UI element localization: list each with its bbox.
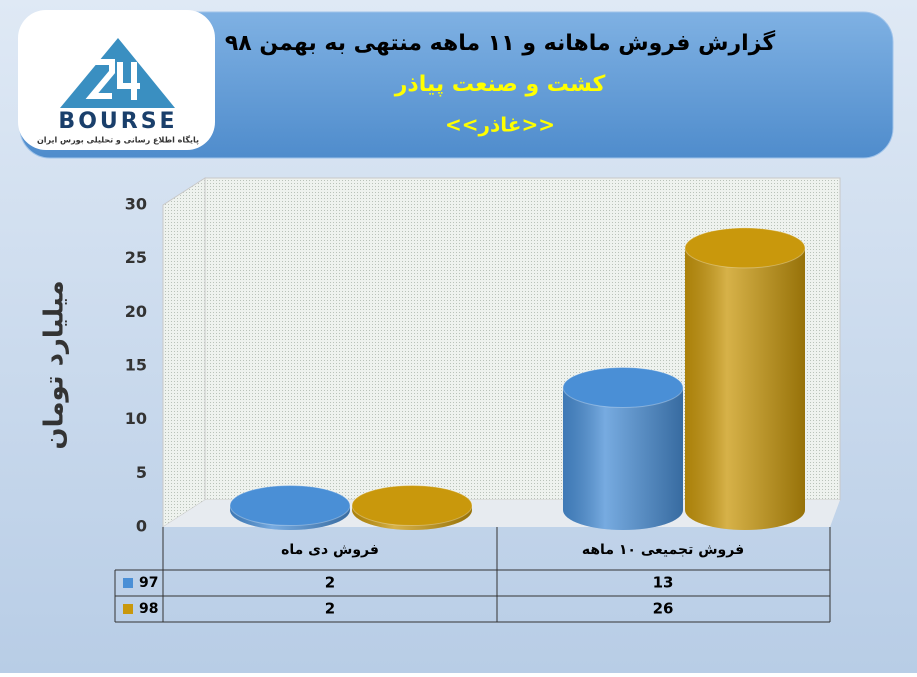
logo-text: BOURSE [58, 109, 177, 134]
bar-shade [563, 387, 683, 530]
bar-top [562, 366, 684, 408]
legend-label: 98 [139, 601, 158, 617]
bar-top [684, 227, 806, 269]
table-value: 2 [325, 600, 335, 618]
y-axis-label: میلیارد تومان [40, 280, 70, 449]
legend-swatch [123, 578, 133, 588]
chart-title: گزارش فروش ماهانه و ۱۱ ماهه منتهی به بهم… [225, 29, 775, 56]
chart-subtitle: کشت و صنعت پیاذر [394, 72, 606, 97]
bar-top [229, 485, 351, 527]
y-tick-label: 20 [125, 302, 147, 321]
table-value: 26 [653, 600, 674, 618]
y-tick-label: 10 [125, 409, 147, 428]
side-wall [162, 177, 206, 528]
legend-swatch [123, 604, 133, 614]
x-tick-label: فروش تجمیعی ۱۰ ماهه [582, 542, 744, 558]
y-tick-label: 15 [125, 356, 147, 375]
logo-tagline: پایگاه اطلاع رسانی و تحلیلی بورس ایران [37, 135, 199, 146]
table-value: 13 [653, 574, 674, 592]
y-tick-label: 30 [125, 195, 147, 214]
y-tick-label: 0 [136, 517, 147, 536]
y-tick-label: 25 [125, 248, 147, 267]
logo-24 [85, 59, 140, 100]
legend-label: 97 [139, 575, 158, 591]
annotation: <<غاذر>> [445, 113, 555, 137]
bar-shade [685, 247, 805, 530]
y-tick-label: 5 [136, 463, 147, 482]
table-value: 2 [325, 574, 335, 592]
bar-top [351, 485, 473, 527]
data-table [114, 527, 831, 623]
x-tick-label: فروش دی ماه [281, 542, 379, 558]
